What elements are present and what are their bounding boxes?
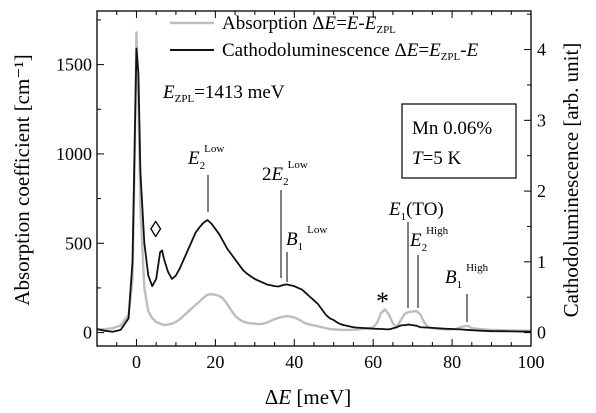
legend: Absorption ΔE=E-EZPL Cathodoluminescence…: [170, 13, 479, 63]
sample-concentration: Mn 0.06%: [412, 118, 492, 139]
y-left-tick-label: 0: [83, 323, 92, 343]
x-tick-label: 100: [518, 352, 545, 372]
series-line-absorption: [96, 31, 532, 333]
peak-annotations: E2Low 2E2Low B1Low E1(TO) E2High B1High …: [150, 143, 489, 322]
y-left-tick-label: 1500: [56, 55, 92, 75]
y-axis-right-title: Cathodoluminescence [arb. unit]: [559, 43, 583, 318]
x-tick-label: 40: [285, 352, 303, 372]
plot-frame: [96, 10, 532, 347]
sample-temperature: T=5 K: [412, 148, 462, 169]
y-right-tick-label: 0: [537, 323, 546, 343]
y-right-tick-label: 1: [537, 252, 546, 272]
x-tick-label: 20: [206, 352, 224, 372]
peak-label-2e2-low: 2E2Low: [262, 159, 308, 188]
peak-label-e2-high: E2High: [409, 225, 449, 254]
x-axis-title: ΔE [meV]: [265, 385, 351, 409]
star-marker: *: [376, 287, 389, 316]
peak-label-b1-low: B1Low: [286, 224, 327, 253]
y-right-tick-label: 2: [537, 181, 546, 201]
y-left-tick-label: 1000: [56, 144, 92, 164]
peak-label-b1-high: B1High: [445, 262, 489, 291]
y-left-tick-label: 500: [65, 233, 92, 253]
x-tick-label: 0: [132, 352, 141, 372]
x-tick-label: 60: [364, 352, 382, 372]
zpl-energy-label: EZPL=1413 meV: [162, 82, 285, 105]
sample-info-box: Mn 0.06% T=5 K: [401, 103, 517, 179]
y-right-tick-label: 3: [537, 110, 546, 130]
legend-label-cathodoluminescence: Cathodoluminescence ΔE=EZPL-E: [222, 40, 479, 63]
peak-label-e2-low: E2Low: [187, 143, 224, 172]
y-right-tick-label: 4: [537, 40, 546, 60]
diamond-marker: ◊: [150, 217, 162, 242]
series-line-cathodoluminescence: [96, 47, 532, 333]
x-tick-label: 80: [443, 352, 461, 372]
peak-label-e1-to: E1(TO): [388, 199, 444, 223]
series-layer: [96, 31, 532, 333]
legend-label-absorption: Absorption ΔE=E-EZPL: [222, 13, 396, 36]
y-axis-left-title: Absorption coefficient [cm⁻¹]: [10, 54, 34, 305]
